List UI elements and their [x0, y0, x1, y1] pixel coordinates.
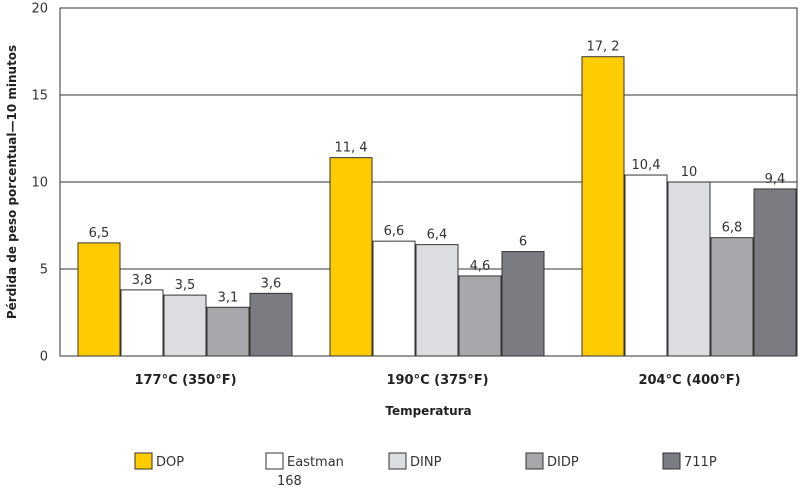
y-axis-title: Pérdida de peso porcentual—10 minutos [5, 45, 19, 319]
data-label: 3,1 [218, 290, 239, 305]
data-label: 4,6 [470, 259, 491, 274]
bar [415, 244, 459, 357]
bar [120, 289, 164, 357]
data-label: 3,6 [261, 276, 282, 291]
data-label: 17, 2 [586, 40, 619, 55]
bar [624, 174, 668, 357]
legend-label: DIDP [547, 455, 579, 470]
data-label: 6,8 [722, 221, 743, 236]
bar [372, 240, 416, 357]
data-label: 6,4 [427, 228, 448, 243]
bar [667, 181, 711, 357]
legend-swatch [388, 452, 407, 470]
legend-label: 711P [684, 455, 717, 470]
data-label: 6,5 [89, 226, 110, 241]
y-tick-label: 15 [31, 89, 48, 104]
bar [501, 251, 545, 357]
legend-swatch [134, 452, 153, 470]
bar [77, 242, 121, 357]
bar [458, 275, 502, 357]
x-category-label: 177°C (350°F) [134, 373, 236, 388]
bar [329, 157, 373, 357]
legend-label: 168 [277, 474, 302, 489]
data-label: 10 [681, 165, 698, 180]
y-tick-label: 20 [31, 2, 48, 17]
bar [753, 188, 797, 357]
data-label: 10,4 [632, 158, 661, 173]
legend-label: DINP [410, 455, 442, 470]
data-label: 3,8 [132, 273, 153, 288]
bar [581, 56, 625, 357]
y-tick-label: 5 [40, 263, 48, 278]
y-tick-label: 10 [31, 176, 48, 191]
data-label: 6 [519, 235, 527, 250]
bar [710, 237, 754, 357]
legend-label: DOP [156, 455, 184, 470]
x-category-label: 204°C (400°F) [638, 373, 740, 388]
data-label: 3,5 [175, 278, 196, 293]
x-axis-title: Temperatura [385, 404, 471, 418]
data-label: 9,4 [765, 172, 786, 187]
legend-swatch [662, 452, 681, 470]
bar [206, 306, 250, 357]
data-label: 11, 4 [334, 141, 367, 156]
y-tick-label: 0 [40, 350, 48, 365]
bar [249, 292, 293, 357]
legend-label: Eastman [287, 455, 344, 470]
legend-swatch [265, 452, 284, 470]
x-category-label: 190°C (375°F) [386, 373, 488, 388]
data-label: 6,6 [384, 224, 405, 239]
legend-swatch [525, 452, 544, 470]
bar [163, 294, 207, 357]
